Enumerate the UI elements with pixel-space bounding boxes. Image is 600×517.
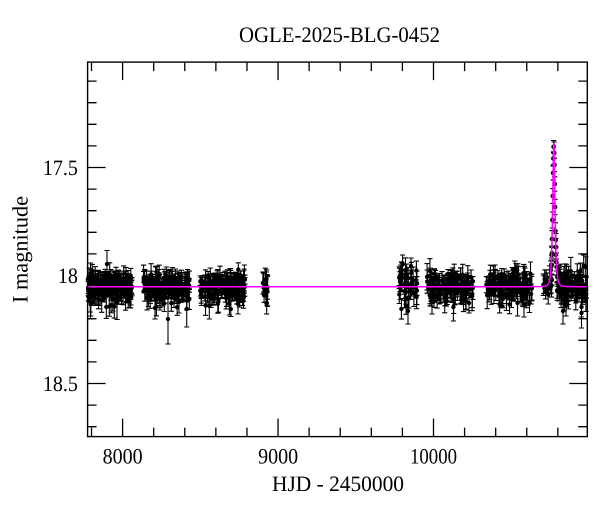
svg-text:9000: 9000 xyxy=(258,444,298,469)
svg-text:HJD - 2450000: HJD - 2450000 xyxy=(272,471,404,496)
svg-text:OGLE-2025-BLG-0452: OGLE-2025-BLG-0452 xyxy=(239,22,440,47)
svg-text:10000: 10000 xyxy=(410,444,457,469)
svg-text:8000: 8000 xyxy=(103,444,143,469)
svg-text:18: 18 xyxy=(58,263,78,288)
svg-text:I magnitude: I magnitude xyxy=(8,196,33,303)
svg-text:18.5: 18.5 xyxy=(43,371,78,396)
svg-text:17.5: 17.5 xyxy=(43,155,78,180)
